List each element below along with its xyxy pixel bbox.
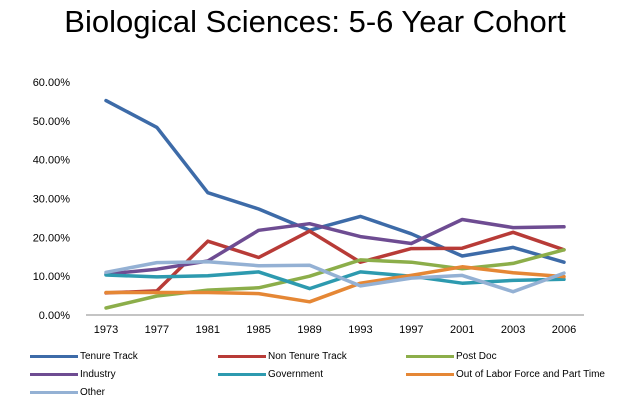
series-line-out-of-labor-force-and-part-time (104, 265, 566, 304)
x-tick-label: 1997 (399, 324, 423, 336)
x-tick-label: 1977 (145, 324, 169, 336)
x-tick-label: 2001 (450, 324, 474, 336)
y-tick-label: 10.00% (33, 271, 71, 283)
y-tick-label: 50.00% (33, 116, 71, 128)
x-tick-label: 1989 (297, 324, 321, 336)
x-tick-label: 1993 (348, 324, 372, 336)
x-tick-label: 2003 (501, 324, 525, 336)
x-tick-label: 1973 (94, 324, 118, 336)
series-line-tenure-track (104, 98, 566, 264)
x-tick-label: 1981 (196, 324, 220, 336)
x-tick-label: 1985 (246, 324, 270, 336)
chart-title: Biological Sciences: 5-6 Year Cohort (64, 4, 566, 39)
series-line-industry (104, 217, 566, 276)
x-tick-label: 2006 (552, 324, 576, 336)
y-tick-label: 60.00% (33, 77, 71, 89)
y-tick-label: 0.00% (39, 310, 70, 322)
series-line-other (104, 260, 566, 294)
y-tick-label: 20.00% (33, 232, 71, 244)
y-tick-label: 40.00% (33, 155, 71, 167)
y-tick-label: 30.00% (33, 194, 71, 206)
